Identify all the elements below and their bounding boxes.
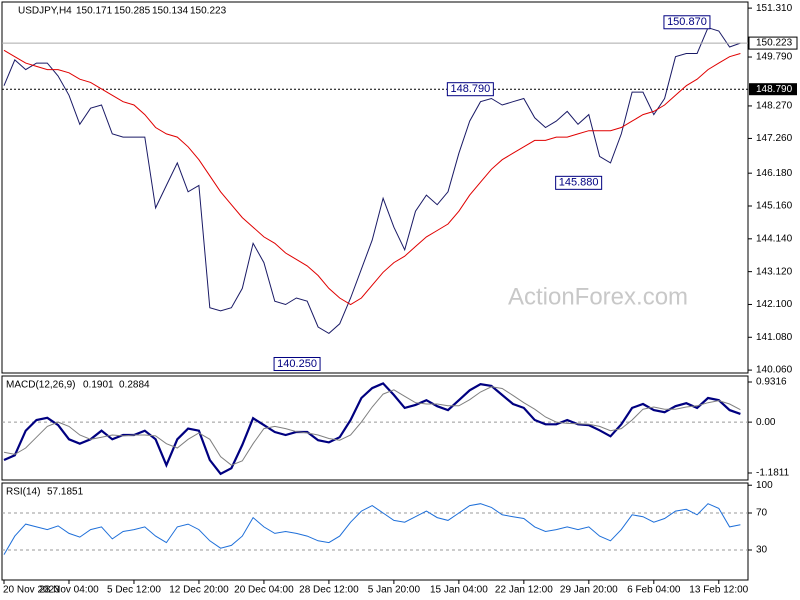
- series-line: [3, 49, 741, 306]
- annotation-box: [446, 82, 494, 97]
- x-tick-label: 6 Feb 04:00: [627, 585, 681, 596]
- y-tick-label: 148.270: [756, 101, 793, 112]
- y-tick-label: 144.140: [756, 233, 793, 244]
- x-tick-label: 29 Jan 20:00: [560, 585, 618, 596]
- y-tick-label: -1.1811: [756, 468, 790, 479]
- panel-title: MACD(12,26,9): [6, 380, 75, 391]
- ohlc-value: 150.223: [190, 6, 227, 17]
- y-tick-label: 143.120: [756, 266, 793, 277]
- y-tick-label: 145.160: [756, 201, 793, 212]
- ohlc-value: 150.171: [76, 6, 113, 17]
- indicator-value: 0.1901: [83, 380, 114, 391]
- y-tick-label: 70: [756, 508, 768, 519]
- x-tick-label: 20 Nov 2023: [3, 585, 60, 596]
- y-tick-label: 151.310: [756, 3, 793, 14]
- y-tick-label: 0.00: [756, 417, 776, 428]
- annotation-label: 140.250: [277, 358, 317, 370]
- series-line: [3, 503, 741, 555]
- x-tick-label: 5 Dec 12:00: [107, 585, 161, 596]
- x-tick-label: 20 Dec 04:00: [234, 585, 294, 596]
- x-tick-label: 15 Jan 04:00: [430, 585, 488, 596]
- level-label: 148.790: [756, 84, 793, 95]
- panel-title: RSI(14): [6, 487, 40, 498]
- x-tick-label: 28 Dec 12:00: [299, 585, 359, 596]
- y-tick-label: 142.100: [756, 299, 793, 310]
- indicator-value: 0.2884: [119, 380, 150, 391]
- x-tick-label: 13 Feb 12:00: [689, 585, 748, 596]
- y-tick-label: 100: [756, 480, 773, 491]
- x-tick-label: 12 Dec 20:00: [169, 585, 229, 596]
- last-price-label: 150.223: [756, 38, 793, 49]
- y-tick-label: 141.080: [756, 332, 793, 343]
- x-tick-label: 28 Nov 04:00: [39, 585, 99, 596]
- series-line: [3, 382, 741, 476]
- annotation-label: 148.790: [450, 83, 490, 95]
- x-tick-label: 5 Jan 20:00: [368, 585, 421, 596]
- last-price-box: [748, 36, 798, 50]
- annotation-label: 145.880: [559, 177, 599, 189]
- y-tick-label: 30: [756, 545, 768, 556]
- panel: [1, 482, 749, 581]
- annotation-box: [663, 15, 711, 30]
- y-tick-label: 0.9316: [756, 377, 787, 388]
- panel-title: USDJPY,H4: [18, 6, 72, 17]
- series-line: [3, 386, 741, 466]
- y-tick-label: 146.180: [756, 168, 793, 179]
- y-tick-label: 140.060: [756, 365, 793, 376]
- y-tick-label: 147.260: [756, 133, 793, 144]
- annotation-box: [273, 356, 321, 371]
- watermark: ActionForex.com: [508, 283, 688, 310]
- annotation-box: [555, 175, 603, 190]
- series-line: [3, 27, 741, 335]
- panel: [1, 375, 749, 481]
- panel: [1, 1, 749, 374]
- ohlc-value: 150.285: [114, 6, 151, 17]
- y-tick-label: 149.790: [756, 52, 793, 63]
- level-label-box: [749, 83, 797, 96]
- x-tick-label: 22 Jan 12:00: [495, 585, 553, 596]
- ohlc-value: 150.134: [152, 6, 189, 17]
- annotation-label: 150.870: [667, 16, 707, 28]
- indicator-value: 57.1851: [47, 487, 84, 498]
